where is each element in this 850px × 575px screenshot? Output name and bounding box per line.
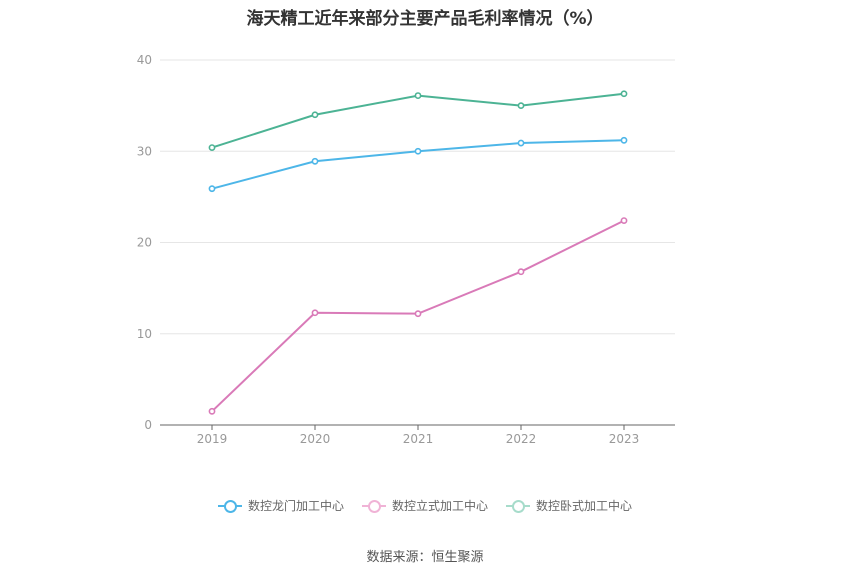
x-tick-label: 2022 xyxy=(506,432,537,446)
legend-label: 数控龙门加工中心 xyxy=(247,499,344,513)
x-tick-label: 2020 xyxy=(300,432,331,446)
y-tick-label: 0 xyxy=(144,418,152,432)
data-point xyxy=(311,111,319,119)
chart-legend: 数控龙门加工中心 数控立式加工中心 数控卧式加工中心 xyxy=(0,497,850,514)
data-point xyxy=(208,185,216,193)
x-tick-label: 2021 xyxy=(403,432,434,446)
data-point xyxy=(620,136,628,144)
data-point xyxy=(414,92,422,99)
data-point xyxy=(311,309,319,317)
y-tick-label: 40 xyxy=(137,53,152,67)
legend-item-vertical[interactable]: 数控立式加工中心 xyxy=(361,497,488,514)
data-point xyxy=(517,268,525,276)
y-tick-label: 10 xyxy=(137,327,152,341)
data-point xyxy=(311,157,319,165)
legend-swatch-icon xyxy=(506,499,530,513)
legend-swatch-icon xyxy=(361,499,386,513)
data-point xyxy=(620,217,628,224)
series-line xyxy=(211,92,625,149)
data-point xyxy=(517,102,525,110)
series-line xyxy=(211,139,625,190)
y-tick-label: 30 xyxy=(137,144,152,158)
data-point xyxy=(414,147,422,155)
legend-label: 数控立式加工中心 xyxy=(391,499,488,513)
data-source: 数据来源：恒生聚源 xyxy=(366,550,484,565)
legend-item-gantry[interactable]: 数控龙门加工中心 xyxy=(217,497,344,514)
x-tick-label: 2019 xyxy=(197,432,228,446)
legend-swatch-icon xyxy=(217,499,242,513)
data-point xyxy=(208,407,216,415)
line-chart: 0 10 20 30 40 2019 2020 2021 2022 2023 xyxy=(137,53,675,446)
chart-title: 海天精工近年来部分主要产品毛利率情况（%） xyxy=(246,9,604,29)
legend-item-horizontal[interactable]: 数控卧式加工中心 xyxy=(506,497,632,514)
legend-label: 数控卧式加工中心 xyxy=(536,499,633,513)
data-point xyxy=(517,139,525,147)
data-point xyxy=(414,310,422,318)
data-point xyxy=(208,144,216,151)
data-point xyxy=(620,90,628,98)
y-tick-label: 20 xyxy=(137,236,152,250)
x-tick-label: 2023 xyxy=(609,432,640,446)
